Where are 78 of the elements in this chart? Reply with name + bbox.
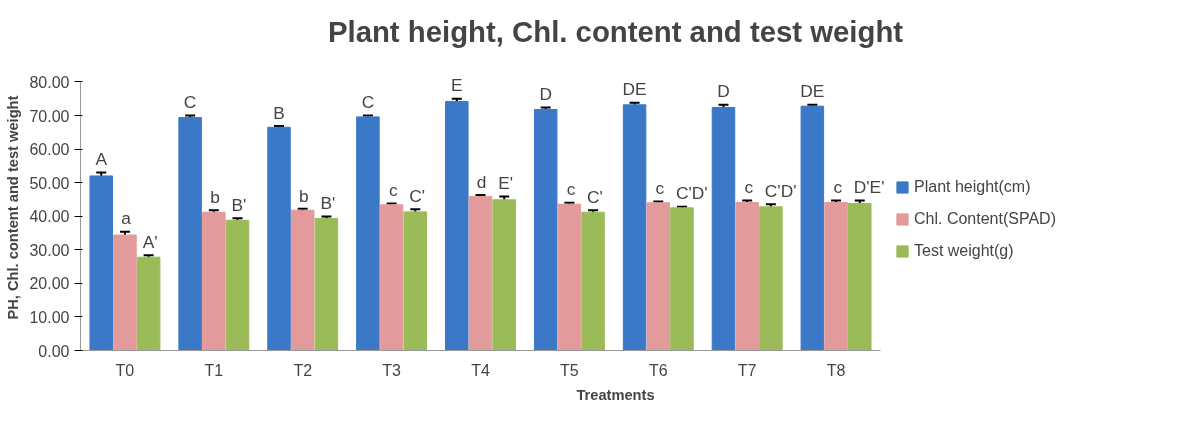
y-tick-label: 0.00 [38, 342, 70, 360]
bar [113, 234, 137, 351]
bar [202, 211, 226, 351]
x-tick-label: T3 [382, 361, 402, 379]
data-label: E [451, 75, 463, 96]
data-label: A [95, 149, 108, 170]
data-label: c [744, 177, 754, 198]
data-label: b [210, 186, 220, 207]
bar [314, 218, 339, 351]
bar [290, 209, 315, 351]
bar [735, 201, 759, 351]
data-label: D [539, 84, 552, 105]
x-tick-label: T0 [115, 361, 135, 379]
x-tick-label: T7 [737, 361, 757, 379]
data-label: C'D' [764, 180, 797, 201]
legend-label: Test weight(g) [914, 242, 1014, 260]
data-label: DE [622, 79, 647, 100]
bar [800, 105, 825, 351]
y-tick-label: 60.00 [29, 141, 70, 159]
bar [533, 109, 558, 351]
data-label: b [299, 185, 309, 206]
y-tick-label: 10.00 [29, 308, 70, 326]
x-tick-label: T1 [204, 361, 224, 379]
bar [848, 202, 872, 351]
data-label: d [476, 171, 487, 192]
x-tick-label: T6 [648, 361, 668, 379]
bar [670, 207, 694, 351]
bar [379, 204, 404, 351]
data-label: DE [800, 81, 825, 102]
bar [759, 206, 783, 351]
chart-title: Plant height, Chl. content and test weight [327, 15, 904, 48]
bar [557, 203, 582, 351]
bar [267, 126, 291, 351]
bar [622, 104, 647, 351]
y-tick-label: 80.00 [29, 73, 70, 91]
data-label: B' [320, 193, 336, 214]
x-axis-title: Treatments [576, 386, 655, 403]
data-label: c [388, 180, 398, 201]
bar [136, 256, 161, 351]
bar [225, 219, 250, 351]
data-label: E' [498, 173, 514, 194]
bar [403, 211, 428, 351]
bar [89, 175, 113, 351]
data-label: C [361, 92, 375, 113]
y-tick-label: 30.00 [29, 241, 70, 259]
data-label: B' [231, 194, 247, 215]
bar [711, 106, 736, 351]
bar [824, 201, 848, 351]
bar [178, 117, 202, 351]
bar [356, 116, 380, 351]
x-tick-label: T5 [560, 361, 579, 379]
data-label: C'D' [675, 183, 708, 204]
data-label: c [655, 178, 665, 199]
data-label: C' [409, 185, 426, 206]
data-label: B [273, 102, 285, 123]
y-tick-label: 20.00 [29, 275, 70, 293]
y-tick-label: 70.00 [29, 107, 70, 125]
data-label: D'E' [853, 177, 885, 198]
data-label: C' [587, 186, 603, 207]
data-label: D [717, 81, 730, 102]
x-tick-label: T8 [826, 361, 846, 379]
bar [581, 211, 605, 351]
bar [492, 199, 516, 351]
bar [646, 202, 671, 351]
data-label: A' [142, 231, 158, 252]
x-tick-label: T4 [471, 361, 490, 379]
data-label: C [183, 92, 197, 113]
bar [445, 100, 469, 351]
data-label: a [121, 208, 132, 229]
x-tick-label: T2 [293, 361, 313, 379]
data-label: c [566, 179, 576, 200]
y-axis-title: PH, Chl. content and test weight [5, 95, 22, 320]
data-label: c [833, 177, 843, 198]
y-tick-label: 50.00 [29, 174, 70, 192]
bar [468, 195, 493, 351]
legend-label: Plant height(cm) [914, 178, 1031, 196]
legend-label: Chl. Content(SPAD) [914, 210, 1056, 228]
y-tick-label: 40.00 [29, 208, 70, 226]
